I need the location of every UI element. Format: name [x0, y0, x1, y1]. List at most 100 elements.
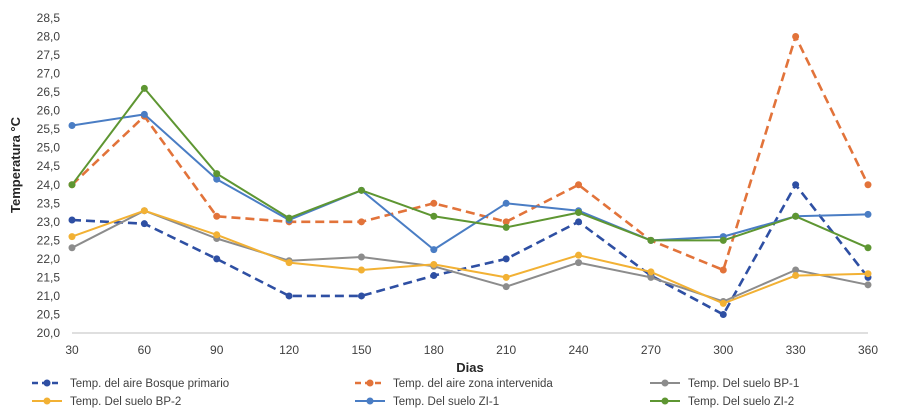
y-tick-label: 25,0 — [37, 141, 61, 155]
y-tick-label: 26,0 — [37, 104, 61, 118]
x-tick-label: 210 — [496, 343, 516, 357]
data-point — [357, 218, 365, 226]
data-point — [502, 255, 510, 263]
data-point — [575, 209, 583, 217]
legend-label: Temp. Del suelo BP-1 — [688, 378, 799, 390]
legend-label: Temp. Del suelo ZI-1 — [393, 396, 499, 408]
series-4 — [68, 207, 872, 307]
data-point — [864, 181, 872, 189]
data-point — [68, 181, 76, 189]
data-point — [430, 212, 438, 220]
y-tick-label: 24,0 — [37, 178, 61, 192]
data-point — [68, 244, 76, 252]
x-tick-label: 360 — [858, 343, 878, 357]
y-tick-label: 26,5 — [37, 85, 61, 99]
data-point — [213, 170, 221, 178]
x-tick-label: 240 — [569, 343, 589, 357]
x-tick-label: 330 — [786, 343, 806, 357]
y-tick-label: 23,5 — [37, 196, 61, 210]
data-point — [864, 244, 872, 252]
data-point — [68, 121, 76, 129]
data-point — [357, 253, 365, 261]
legend-label: Temp. del aire Bosque primario — [70, 378, 229, 390]
data-point — [575, 218, 583, 226]
legend-swatch-marker — [661, 379, 669, 387]
data-point — [213, 175, 221, 183]
data-point — [430, 272, 438, 280]
y-tick-label: 21,0 — [37, 289, 61, 303]
data-point — [357, 292, 365, 300]
series-layer — [68, 33, 872, 318]
legend-item: Temp. del aire zona intervenida — [355, 378, 553, 390]
y-axis-ticks: 20,0 20,5 21,0 21,5 22,0 22,5 23,0 23,5 24,0 24,5… — [37, 11, 61, 340]
data-point — [213, 231, 221, 239]
legend-swatch-marker — [661, 397, 669, 405]
data-point — [719, 236, 727, 244]
data-point — [430, 260, 438, 268]
y-tick-label: 23,0 — [37, 215, 61, 229]
data-point — [285, 214, 293, 222]
data-point — [502, 273, 510, 281]
data-point — [285, 259, 293, 267]
legend-swatch-marker — [43, 397, 51, 405]
legend-label: Temp. del aire zona intervenida — [393, 378, 553, 390]
x-axis-title: Dias — [456, 360, 483, 375]
x-tick-label: 270 — [641, 343, 661, 357]
x-tick-label: 300 — [713, 343, 733, 357]
x-tick-label: 30 — [65, 343, 79, 357]
data-point — [864, 210, 872, 218]
series-line — [71, 209, 869, 303]
data-point — [647, 236, 655, 244]
series-line — [71, 113, 869, 251]
y-tick-label: 22,5 — [37, 233, 61, 247]
data-point — [285, 292, 293, 300]
legend-item: Temp. Del suelo BP-1 — [650, 378, 799, 390]
y-tick-label: 24,5 — [37, 159, 61, 173]
legend-swatch-marker — [43, 379, 51, 387]
data-point — [430, 199, 438, 207]
data-point — [502, 199, 510, 207]
data-point — [864, 281, 872, 289]
data-point — [647, 268, 655, 276]
data-point — [792, 272, 800, 280]
data-point — [502, 218, 510, 226]
y-tick-label: 21,5 — [37, 270, 61, 284]
data-point — [792, 33, 800, 41]
data-point — [140, 84, 148, 92]
legend-swatch-marker — [366, 379, 374, 387]
legend: Temp. del aire Bosque primario Temp. del … — [32, 378, 799, 408]
data-point — [213, 255, 221, 263]
data-point — [864, 270, 872, 278]
legend-item: Temp. Del suelo ZI-2 — [650, 396, 794, 408]
data-point — [792, 212, 800, 220]
y-tick-label: 28,0 — [37, 30, 61, 44]
data-point — [575, 251, 583, 259]
series-line — [71, 209, 869, 305]
data-point — [502, 223, 510, 231]
data-point — [792, 266, 800, 274]
data-point — [68, 233, 76, 241]
x-tick-label: 90 — [210, 343, 224, 357]
legend-item: Temp. Del suelo ZI-1 — [355, 396, 499, 408]
data-point — [647, 273, 655, 281]
data-point — [140, 207, 148, 215]
y-tick-label: 27,5 — [37, 48, 61, 62]
y-tick-label: 20,0 — [37, 326, 61, 340]
data-point — [719, 299, 727, 307]
series-line — [71, 35, 870, 272]
x-tick-label: 180 — [424, 343, 444, 357]
data-point — [575, 181, 583, 189]
series-1 — [68, 181, 872, 318]
x-tick-label: 120 — [279, 343, 299, 357]
y-tick-label: 25,5 — [37, 122, 61, 136]
data-point — [140, 110, 148, 118]
series-line — [71, 87, 869, 249]
data-point — [430, 246, 438, 254]
data-point — [575, 259, 583, 267]
x-tick-label: 150 — [351, 343, 371, 357]
data-point — [357, 186, 365, 194]
series-6 — [68, 84, 872, 252]
legend-swatch-marker — [366, 397, 374, 405]
legend-item: Temp. Del suelo BP-2 — [32, 396, 181, 408]
y-tick-label: 20,5 — [37, 307, 61, 321]
